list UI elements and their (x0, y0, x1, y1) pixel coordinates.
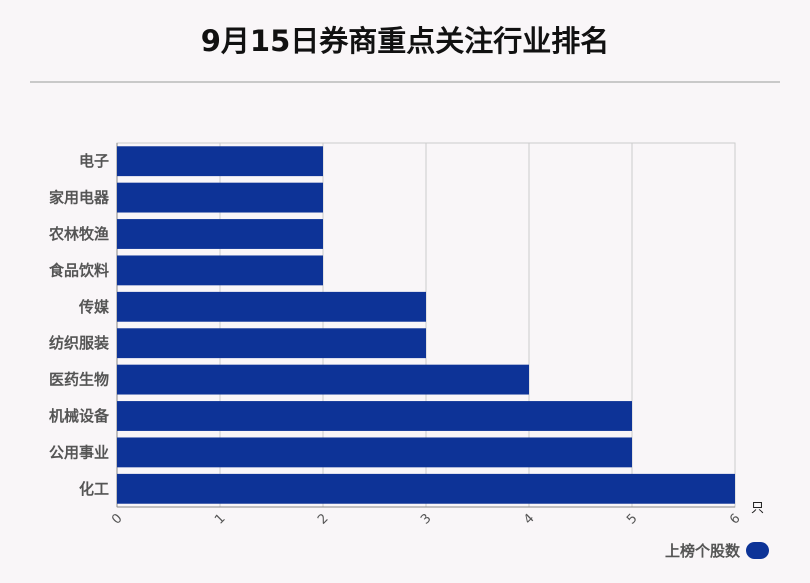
bar[interactable] (117, 291, 426, 322)
bar[interactable] (117, 219, 323, 249)
x-tick-label: 2 (315, 511, 331, 527)
x-tick-label: 1 (212, 511, 228, 527)
x-axis-unit: 只 (751, 501, 764, 516)
bar[interactable] (117, 146, 323, 177)
chart-title: 9月15日券商重点关注行业排名 (200, 24, 610, 58)
category-label: 机械设备 (49, 407, 110, 425)
category-label: 食品饮料 (49, 261, 109, 279)
category-label: 化工 (79, 480, 109, 498)
bar[interactable] (117, 364, 529, 395)
legend[interactable]: 上榜个股数 (665, 540, 769, 561)
x-tick-label: 4 (521, 511, 537, 527)
bar[interactable] (117, 401, 632, 431)
x-tick-label: 6 (727, 511, 743, 527)
bar[interactable] (117, 255, 323, 286)
category-label: 传媒 (78, 298, 110, 316)
title-divider (30, 81, 780, 83)
x-tick-label: 5 (624, 511, 640, 527)
category-label: 农林牧渔 (48, 225, 109, 243)
bar[interactable] (117, 437, 632, 468)
category-label: 纺织服装 (49, 334, 110, 352)
category-label: 电子 (79, 152, 109, 170)
legend-swatch (746, 542, 769, 559)
bar[interactable] (117, 182, 323, 213)
legend-label: 上榜个股数 (664, 542, 740, 560)
bar[interactable] (117, 328, 426, 359)
category-label: 家用电器 (49, 189, 110, 207)
x-tick-label: 3 (418, 511, 434, 527)
bar[interactable] (117, 473, 735, 504)
x-tick-label: 0 (109, 511, 125, 527)
category-label: 医药生物 (49, 371, 109, 389)
category-label: 公用事业 (49, 443, 109, 461)
